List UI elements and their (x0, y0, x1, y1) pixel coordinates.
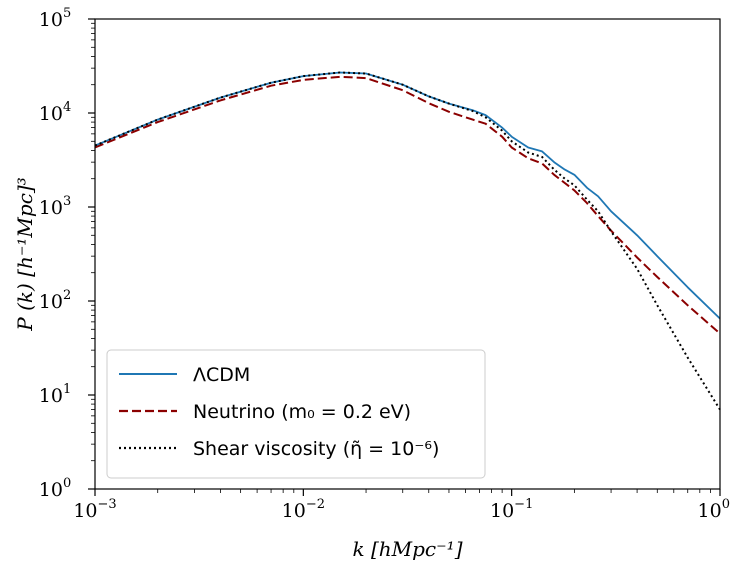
y-axis-label: P (k) [h⁻¹Mpc]³ (13, 177, 37, 331)
y-tick-label: 100 (39, 476, 71, 501)
y-tick-label: 103 (39, 194, 71, 219)
legend-box (106, 349, 486, 479)
y-tick-label: 104 (39, 100, 71, 125)
x-tick-label: 100 (698, 497, 730, 522)
x-tick-label: 10−1 (490, 497, 533, 522)
y-tick-label: 101 (39, 382, 71, 407)
x-tick-label: 10−2 (282, 497, 325, 522)
axes-frame (94, 18, 721, 490)
legend: ΛCDM Neutrino (m₀ = 0.2 eV) Shear viscosit… (106, 349, 486, 479)
series-line-2 (94, 71, 721, 411)
y-tick-label: 102 (39, 288, 71, 313)
series-layer (94, 71, 721, 411)
y-axis: 100 101 102 103 104 105 (39, 6, 95, 501)
legend-label: ΛCDM (193, 364, 250, 386)
legend-label: Shear viscosity (η̃ = 10⁻⁶) (193, 438, 439, 460)
x-tick-label: 10−3 (73, 497, 116, 522)
legend-label: Neutrino (m₀ = 0.2 eV) (193, 401, 411, 423)
x-axis: 10−3 10−2 10−1 100 (73, 489, 730, 522)
y-tick-label: 105 (39, 6, 71, 31)
series-line-1 (94, 75, 721, 335)
x-axis-label: k [hMpc⁻¹] (352, 537, 462, 561)
